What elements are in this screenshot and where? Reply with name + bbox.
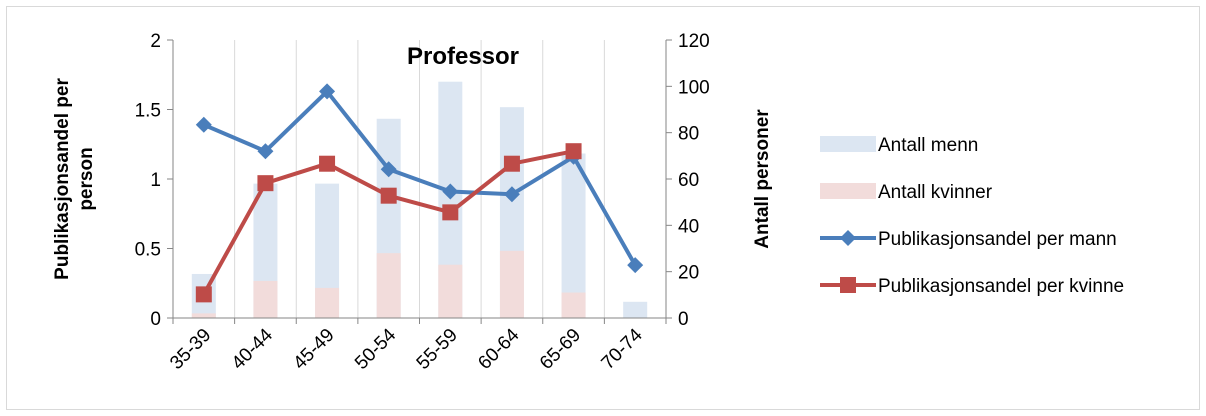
lines [195,83,644,303]
square-icon [840,277,856,293]
legend-label: Publikasjonsandel per mann [878,229,1117,250]
bar-kvinner-55-59 [438,264,463,318]
y-left-tick-label: 0 [150,309,161,330]
axes [167,39,672,324]
bar-menn-70-74 [623,301,648,318]
y-left-tick-label: 1 [150,170,161,191]
bar-kvinner-40-44 [253,280,278,318]
marker-mann-45-49 [319,83,336,100]
y-right-tick-label: 60 [678,170,699,191]
marker-mann-50-54 [380,161,397,178]
y-left-tick-label: 2 [150,31,161,52]
y-right-tick-label: 40 [678,216,699,237]
x-tick-label: 70-74 [598,324,648,374]
marker-mann-35-39 [195,116,212,133]
marker-kvinne-50-54 [380,187,397,204]
legend-swatch [820,183,876,199]
marker-kvinne-60-64 [503,155,520,172]
y-right-tick-label: 20 [678,263,699,284]
legend-label: Antall menn [878,135,978,156]
marker-mann-60-64 [503,186,520,203]
y-left-axis-title: Publikasjonsandel per person [52,78,97,280]
marker-mann-55-59 [442,183,459,200]
y-right-tick-label: 100 [678,77,710,98]
bar-kvinner-50-54 [376,253,401,318]
y-right-tick-label: 120 [678,31,710,52]
diamond-icon [840,230,856,246]
x-tick-label: 35-39 [166,325,215,374]
y-right-tick-label: 0 [678,309,689,330]
marker-mann-40-44 [257,143,274,160]
x-tick-label: 55-59 [413,325,462,374]
legend-swatch [820,136,876,152]
x-tick-label: 50-54 [351,324,401,374]
chart-title: Professor [407,43,519,70]
x-tick-label: 40-44 [228,324,278,374]
marker-mann-70-74 [627,257,644,274]
legend: Antall menn Antall kvinner Publikasjonsand… [820,135,1124,297]
legend-item-1: Antall kvinner [820,182,993,203]
marker-kvinne-35-39 [195,286,212,303]
line-per-mann [203,89,637,267]
bars [191,81,648,319]
x-tick-label: 65-69 [536,325,585,374]
bar-kvinner-60-64 [499,250,524,318]
x-tick-label: 60-64 [474,324,524,374]
legend-label: Antall kvinner [878,182,993,203]
marker-kvinne-40-44 [257,175,274,192]
legend-label: Publikasjonsandel per kvinne [878,276,1124,297]
marker-kvinne-45-49 [319,155,336,172]
legend-item-0: Antall menn [820,135,978,156]
y-left-tick-label: 1.5 [135,101,161,122]
y-right-axis-title: Antall personer [752,109,773,249]
legend-item-3: Publikasjonsandel per kvinne [820,276,1124,297]
bar-kvinner-35-39 [191,313,216,318]
x-tick-label: 45-49 [289,325,338,374]
bar-menn-65-69 [561,153,586,318]
bar-kvinner-45-49 [315,287,340,318]
y-right-tick-label: 80 [678,124,699,145]
bar-kvinner-65-69 [561,292,586,318]
y-left-tick-label: 0.5 [135,240,161,261]
legend-item-2: Publikasjonsandel per mann [820,229,1117,250]
marker-kvinne-65-69 [565,143,582,160]
marker-kvinne-55-59 [442,204,459,221]
